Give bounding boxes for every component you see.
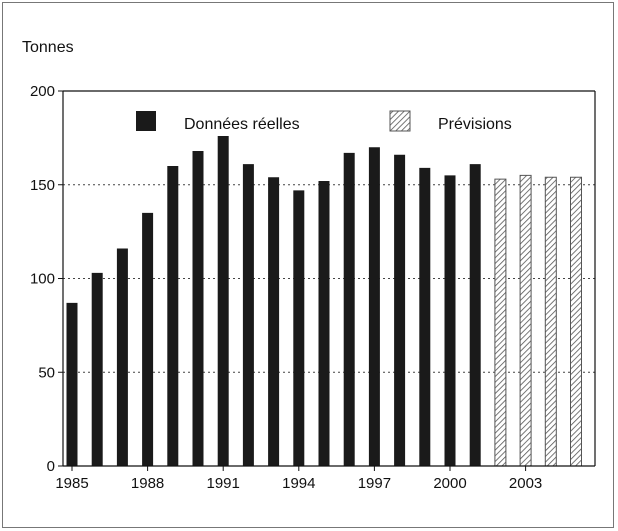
bar-actual-1985 — [66, 302, 78, 466]
y-tick-label-0: 0 — [47, 458, 55, 475]
y-tick-label-200: 200 — [30, 83, 55, 100]
legend-label-forecast: Prévisions — [438, 116, 512, 133]
legend-label-actual: Données réelles — [184, 116, 300, 133]
bar-actual-1995 — [318, 181, 330, 466]
bar-forecast-2002 — [494, 178, 507, 467]
x-tick-label-1988: 1988 — [131, 475, 164, 492]
legend-swatch-forecast — [389, 110, 411, 132]
bar-actual-1996 — [343, 152, 355, 466]
bar-actual-1998 — [394, 154, 406, 466]
x-tick-label-1991: 1991 — [207, 475, 240, 492]
bar-actual-1989 — [167, 166, 179, 466]
x-tick-label-1985: 1985 — [55, 475, 88, 492]
bar-actual-1999 — [419, 167, 431, 466]
x-tick-label-2003: 2003 — [509, 475, 542, 492]
bar-actual-1993 — [268, 177, 280, 466]
y-tick-label-150: 150 — [30, 177, 55, 194]
y-axis-unit-label: Tonnes — [22, 39, 74, 56]
x-tick-label-2000: 2000 — [433, 475, 466, 492]
bar-actual-2001 — [469, 164, 481, 466]
bar-forecast-2004 — [544, 176, 557, 467]
bar-actual-1994 — [293, 190, 305, 466]
y-tick-label-50: 50 — [38, 364, 55, 381]
legend-swatch-actual — [136, 111, 156, 131]
x-tick-label-1997: 1997 — [358, 475, 391, 492]
bar-actual-1986 — [91, 272, 103, 466]
bar-actual-1988 — [142, 212, 154, 466]
bar-actual-1990 — [192, 151, 204, 466]
bar-actual-1992 — [242, 164, 254, 466]
legend: Données réelles Prévisions — [136, 110, 512, 133]
bar-actual-1991 — [217, 136, 229, 466]
y-tick-label-100: 100 — [30, 271, 55, 288]
bars — [66, 136, 582, 467]
tick-labels: 0 50 100 150 200 1985 1988 1991 1994 1997 2000 2003 — [30, 83, 542, 492]
x-tick-label-1994: 1994 — [282, 475, 315, 492]
bar-forecast-2005 — [570, 176, 582, 467]
bar-forecast-2003 — [519, 174, 532, 467]
bar-actual-1997 — [368, 147, 380, 466]
bar-actual-2000 — [444, 175, 456, 466]
bar-actual-1987 — [116, 248, 128, 466]
